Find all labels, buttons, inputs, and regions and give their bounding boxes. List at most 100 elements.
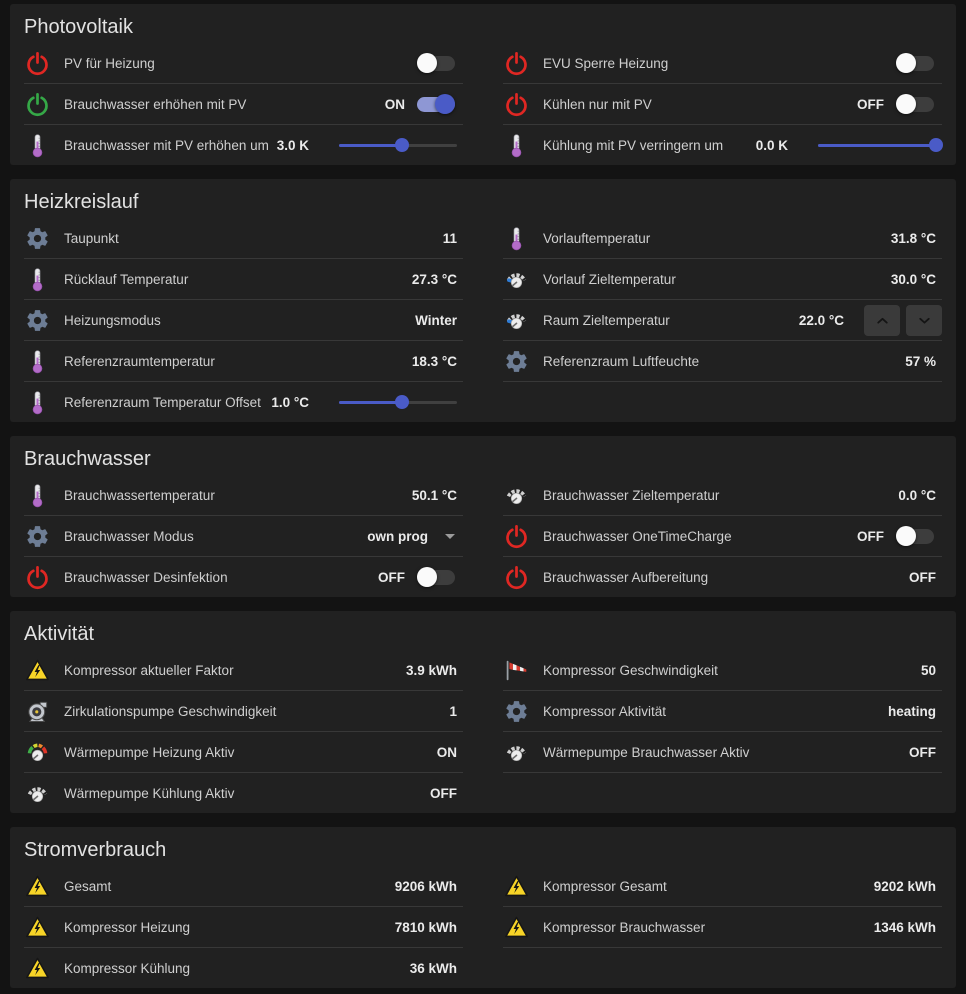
toggle-switch[interactable] (417, 94, 455, 114)
section-title: Aktivität (24, 623, 95, 645)
toggle-switch[interactable] (417, 53, 455, 73)
power-icon (24, 50, 50, 76)
row-label: Heizungsmodus (64, 312, 161, 328)
toggle-switch[interactable] (417, 567, 455, 587)
row-raum-zieltemperatur: Raum Zieltemperatur 22.0 °C (503, 300, 942, 341)
column-right: EVU Sperre Heizung Kühlen nur mit PV OFF… (503, 43, 943, 165)
column-left: PV für Heizung Brauchwasser erhöhen mit … (24, 43, 463, 165)
column-right: Kompressor Gesamt 9202 kWh Kompressor Br… (503, 866, 942, 988)
section-stromverbrauch: Stromverbrauch Gesamt 9206 kWh Kompresso… (10, 827, 956, 988)
toggle-switch[interactable] (896, 94, 934, 114)
row-value: 1346 kWh (873, 919, 936, 935)
high-voltage-warning-icon (503, 873, 529, 899)
gear-icon (503, 698, 529, 724)
row-vorlauftemperatur: Vorlauftemperatur 31.8 °C (503, 218, 942, 259)
toggle-knob[interactable] (417, 567, 437, 587)
section-grid: Brauchwassertemperatur 50.1 °C Brauchwas… (24, 475, 942, 597)
gauge-icon (503, 266, 529, 292)
gauge-icon (503, 307, 529, 333)
row-brauchwasser-mit-pv-erhoehen-um: Brauchwasser mit PV erhöhen um 3.0 K (24, 125, 463, 165)
select-value[interactable]: own prog (367, 528, 428, 544)
section-aktivitaet: Aktivität Kompressor aktueller Faktor 3.… (10, 611, 956, 813)
row-kompressor-brauchwasser: Kompressor Brauchwasser 1346 kWh (503, 907, 942, 948)
high-voltage-warning-icon (24, 914, 50, 940)
row-label: Wärmepumpe Kühlung Aktiv (64, 785, 235, 801)
chevron-up-icon (874, 312, 891, 329)
toggle-state-label: OFF (378, 569, 405, 585)
row-value: 9202 kWh (873, 878, 936, 894)
row-kuehlen-nur-mit-pv: Kühlen nur mit PV OFF (503, 84, 942, 125)
section-title: Photovoltaik (24, 16, 133, 38)
row-value: 1.0 °C (271, 394, 309, 410)
row-value: 0.0 °C (898, 487, 936, 503)
section-grid: Kompressor aktueller Faktor 3.9 kWh Zirk… (24, 650, 942, 813)
row-kompressor-aktueller-faktor: Kompressor aktueller Faktor 3.9 kWh (24, 650, 463, 691)
row-value: 18.3 °C (411, 353, 457, 369)
thermometer-icon (503, 132, 529, 158)
pump-icon (24, 698, 50, 724)
toggle-knob[interactable] (417, 53, 437, 73)
row-value: 36 kWh (409, 960, 457, 976)
row-label: Kompressor Aktivität (543, 703, 667, 719)
toggle-switch[interactable] (896, 53, 934, 73)
row-label: Vorlauftemperatur (543, 230, 651, 246)
toggle-knob[interactable] (896, 94, 916, 114)
row-label: Brauchwasser OneTimeCharge (543, 528, 732, 544)
slider[interactable] (818, 136, 943, 154)
gauge-icon (503, 739, 529, 765)
row-value: ON (436, 744, 457, 760)
row-label: Zirkulationspumpe Geschwindigkeit (64, 703, 277, 719)
row-taupunkt: Taupunkt 11 (24, 218, 463, 259)
thermometer-icon (24, 266, 50, 292)
row-value: 57 % (905, 353, 936, 369)
row-gesamt: Gesamt 9206 kWh (24, 866, 463, 907)
row-brauchwasser-aufbereitung: Brauchwasser Aufbereitung OFF (503, 557, 942, 597)
row-brauchwasser-desinfektion: Brauchwasser Desinfektion OFF (24, 557, 463, 597)
column-left: Gesamt 9206 kWh Kompressor Heizung 7810 … (24, 866, 463, 988)
row-empty (503, 948, 942, 988)
section-photovoltaik: Photovoltaik PV für Heizung Brauchwasser… (10, 4, 956, 165)
slider-fill (339, 144, 402, 147)
row-value: OFF (909, 569, 936, 585)
row-value: 11 (442, 230, 457, 246)
slider-fill (339, 401, 402, 404)
high-voltage-warning-icon (24, 873, 50, 899)
toggle-state-label: ON (384, 96, 405, 112)
high-voltage-warning-icon (503, 914, 529, 940)
slider[interactable] (339, 393, 457, 411)
row-evu-sperre-heizung: EVU Sperre Heizung (503, 43, 942, 84)
mode-select[interactable]: own prog (367, 529, 455, 544)
row-label: Brauchwassertemperatur (64, 487, 215, 503)
row-brauchwasser-zieltemperatur: Brauchwasser Zieltemperatur 0.0 °C (503, 475, 942, 516)
row-label: PV für Heizung (64, 55, 155, 71)
toggle-switch[interactable] (896, 526, 934, 546)
row-waermepumpe-kuehlung-aktiv: Wärmepumpe Kühlung Aktiv OFF (24, 773, 463, 813)
section-title: Brauchwasser (24, 448, 151, 470)
section-title: Stromverbrauch (24, 839, 167, 861)
slider-knob[interactable] (929, 138, 943, 152)
row-ruecklauf-temperatur: Rücklauf Temperatur 27.3 °C (24, 259, 463, 300)
row-label: Brauchwasser Modus (64, 528, 194, 544)
row-label: Brauchwasser Desinfektion (64, 569, 228, 585)
row-value: 1 (449, 703, 457, 719)
row-value: 30.0 °C (890, 271, 936, 287)
increase-button[interactable] (864, 304, 900, 336)
slider[interactable] (339, 136, 457, 154)
slider-knob[interactable] (394, 395, 409, 409)
decrease-button[interactable] (906, 304, 942, 336)
row-label: Brauchwasser Aufbereitung (543, 569, 709, 585)
row-empty (503, 773, 942, 813)
row-brauchwasser-modus: Brauchwasser Modus own prog (24, 516, 463, 557)
gear-icon (24, 307, 50, 333)
toggle-knob[interactable] (435, 94, 455, 114)
section-title: Heizkreislauf (24, 191, 139, 213)
row-zirkulationspumpe-geschwindigkeit: Zirkulationspumpe Geschwindigkeit 1 (24, 691, 463, 732)
row-value: OFF (909, 744, 936, 760)
toggle-knob[interactable] (896, 526, 916, 546)
value-stepper (864, 304, 942, 336)
slider-knob[interactable] (394, 138, 409, 152)
row-value: 22.0 °C (798, 312, 844, 328)
toggle-knob[interactable] (896, 53, 916, 73)
section-heizkreislauf: Heizkreislauf Taupunkt 11 Rücklauf Tempe… (10, 179, 956, 422)
row-value: 0.0 K (755, 137, 788, 153)
